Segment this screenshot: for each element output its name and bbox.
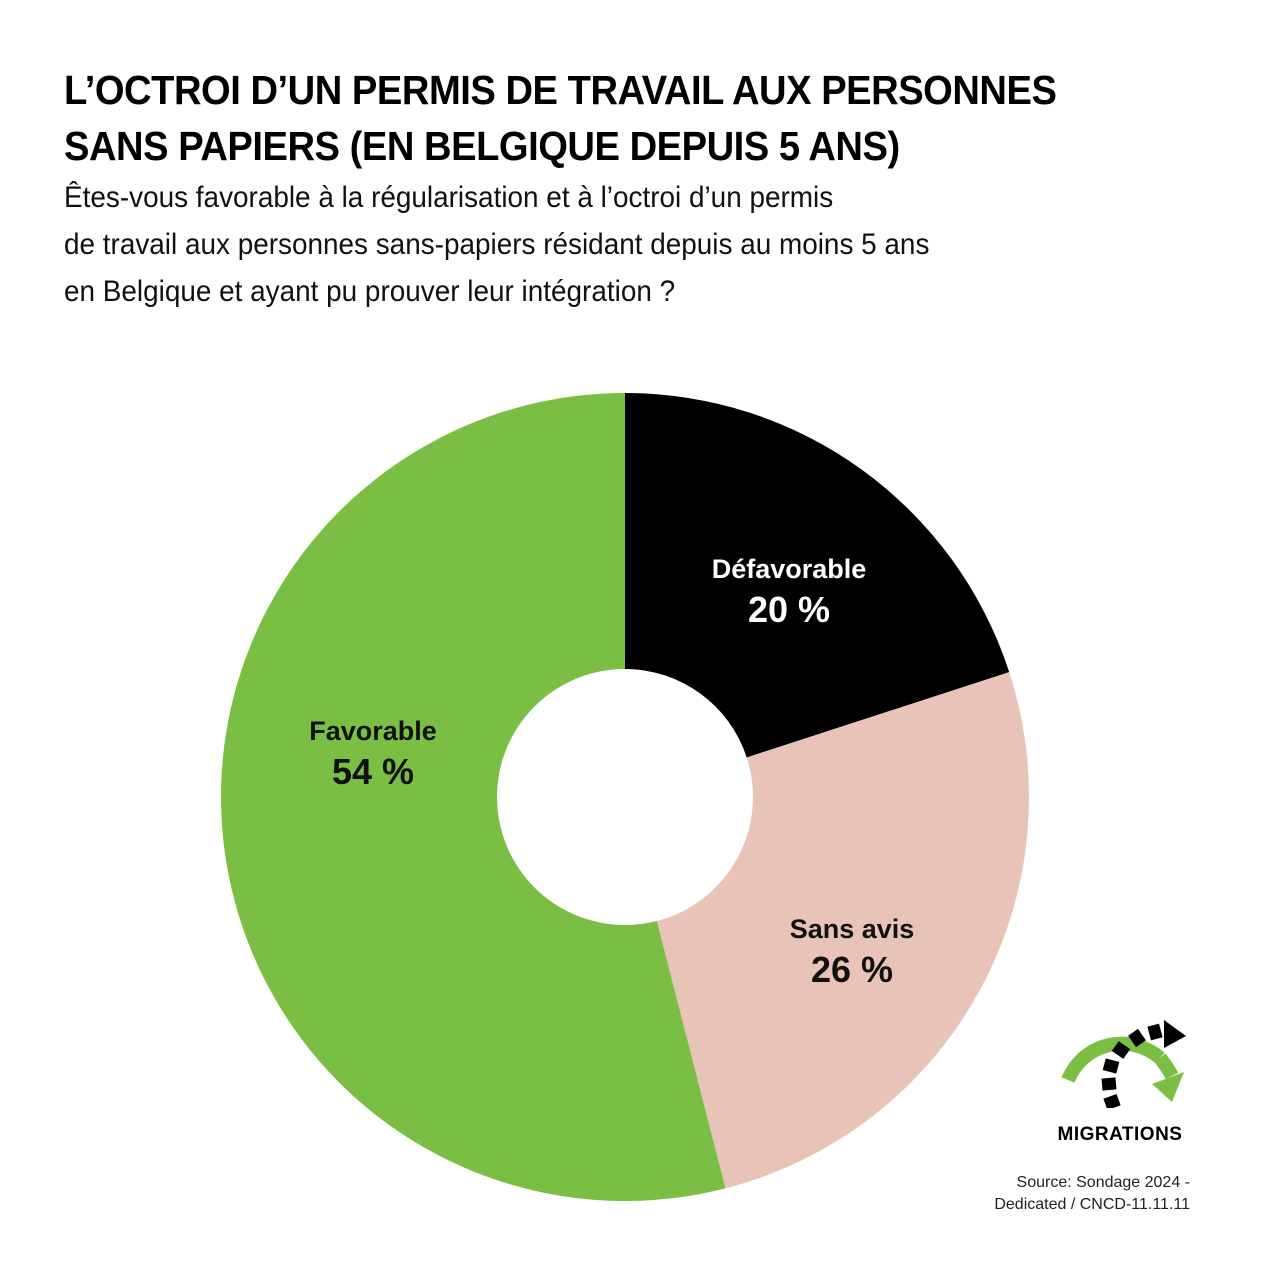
chart-title: L’OCTROI D’UN PERMIS DE TRAVAIL AUX PERS…	[64, 62, 1134, 174]
source-line-1: Source: Sondage 2024 -	[1016, 1174, 1190, 1191]
chart-subtitle-line-3: en Belgique et ayant pu prouver leur int…	[64, 275, 676, 308]
donut-segment-d-favorable	[625, 393, 1010, 758]
segment-label-defavorable: Défavorable 20 %	[712, 552, 867, 634]
donut-segments	[221, 393, 1029, 1201]
segment-name: Sans avis	[789, 914, 915, 944]
segment-label-favorable: Favorable 54 %	[309, 714, 437, 796]
donut-segment-sans-avis	[656, 672, 1029, 1189]
segment-label-sans-avis: Sans avis 26 %	[790, 912, 915, 994]
source-note: Source: Sondage 2024 - Dedicated / CNCD-…	[994, 1172, 1190, 1216]
migration-arrows-icon	[1061, 1020, 1186, 1108]
segment-percent: 20 %	[747, 589, 831, 630]
donut-segment-favorable	[221, 393, 726, 1201]
segment-name: Défavorable	[711, 554, 867, 584]
chart-title-line-2: SANS PAPIERS (EN BELGIQUE DEPUIS 5 ANS)	[64, 123, 900, 169]
chart-title-line-1: L’OCTROI D’UN PERMIS DE TRAVAIL AUX PERS…	[64, 67, 1057, 113]
segment-percent: 54 %	[331, 751, 415, 792]
migrations-logo-label: MIGRATIONS	[1057, 1124, 1183, 1145]
chart-subtitle: Êtes-vous favorable à la régularisation …	[64, 174, 1161, 315]
segment-name: Favorable	[309, 716, 437, 746]
chart-subtitle-line-1: Êtes-vous favorable à la régularisation …	[64, 181, 834, 214]
segment-percent: 26 %	[810, 949, 894, 990]
chart-subtitle-line-2: de travail aux personnes sans-papiers ré…	[64, 228, 930, 261]
source-line-2: Dedicated / CNCD-11.11.11	[994, 1196, 1190, 1213]
